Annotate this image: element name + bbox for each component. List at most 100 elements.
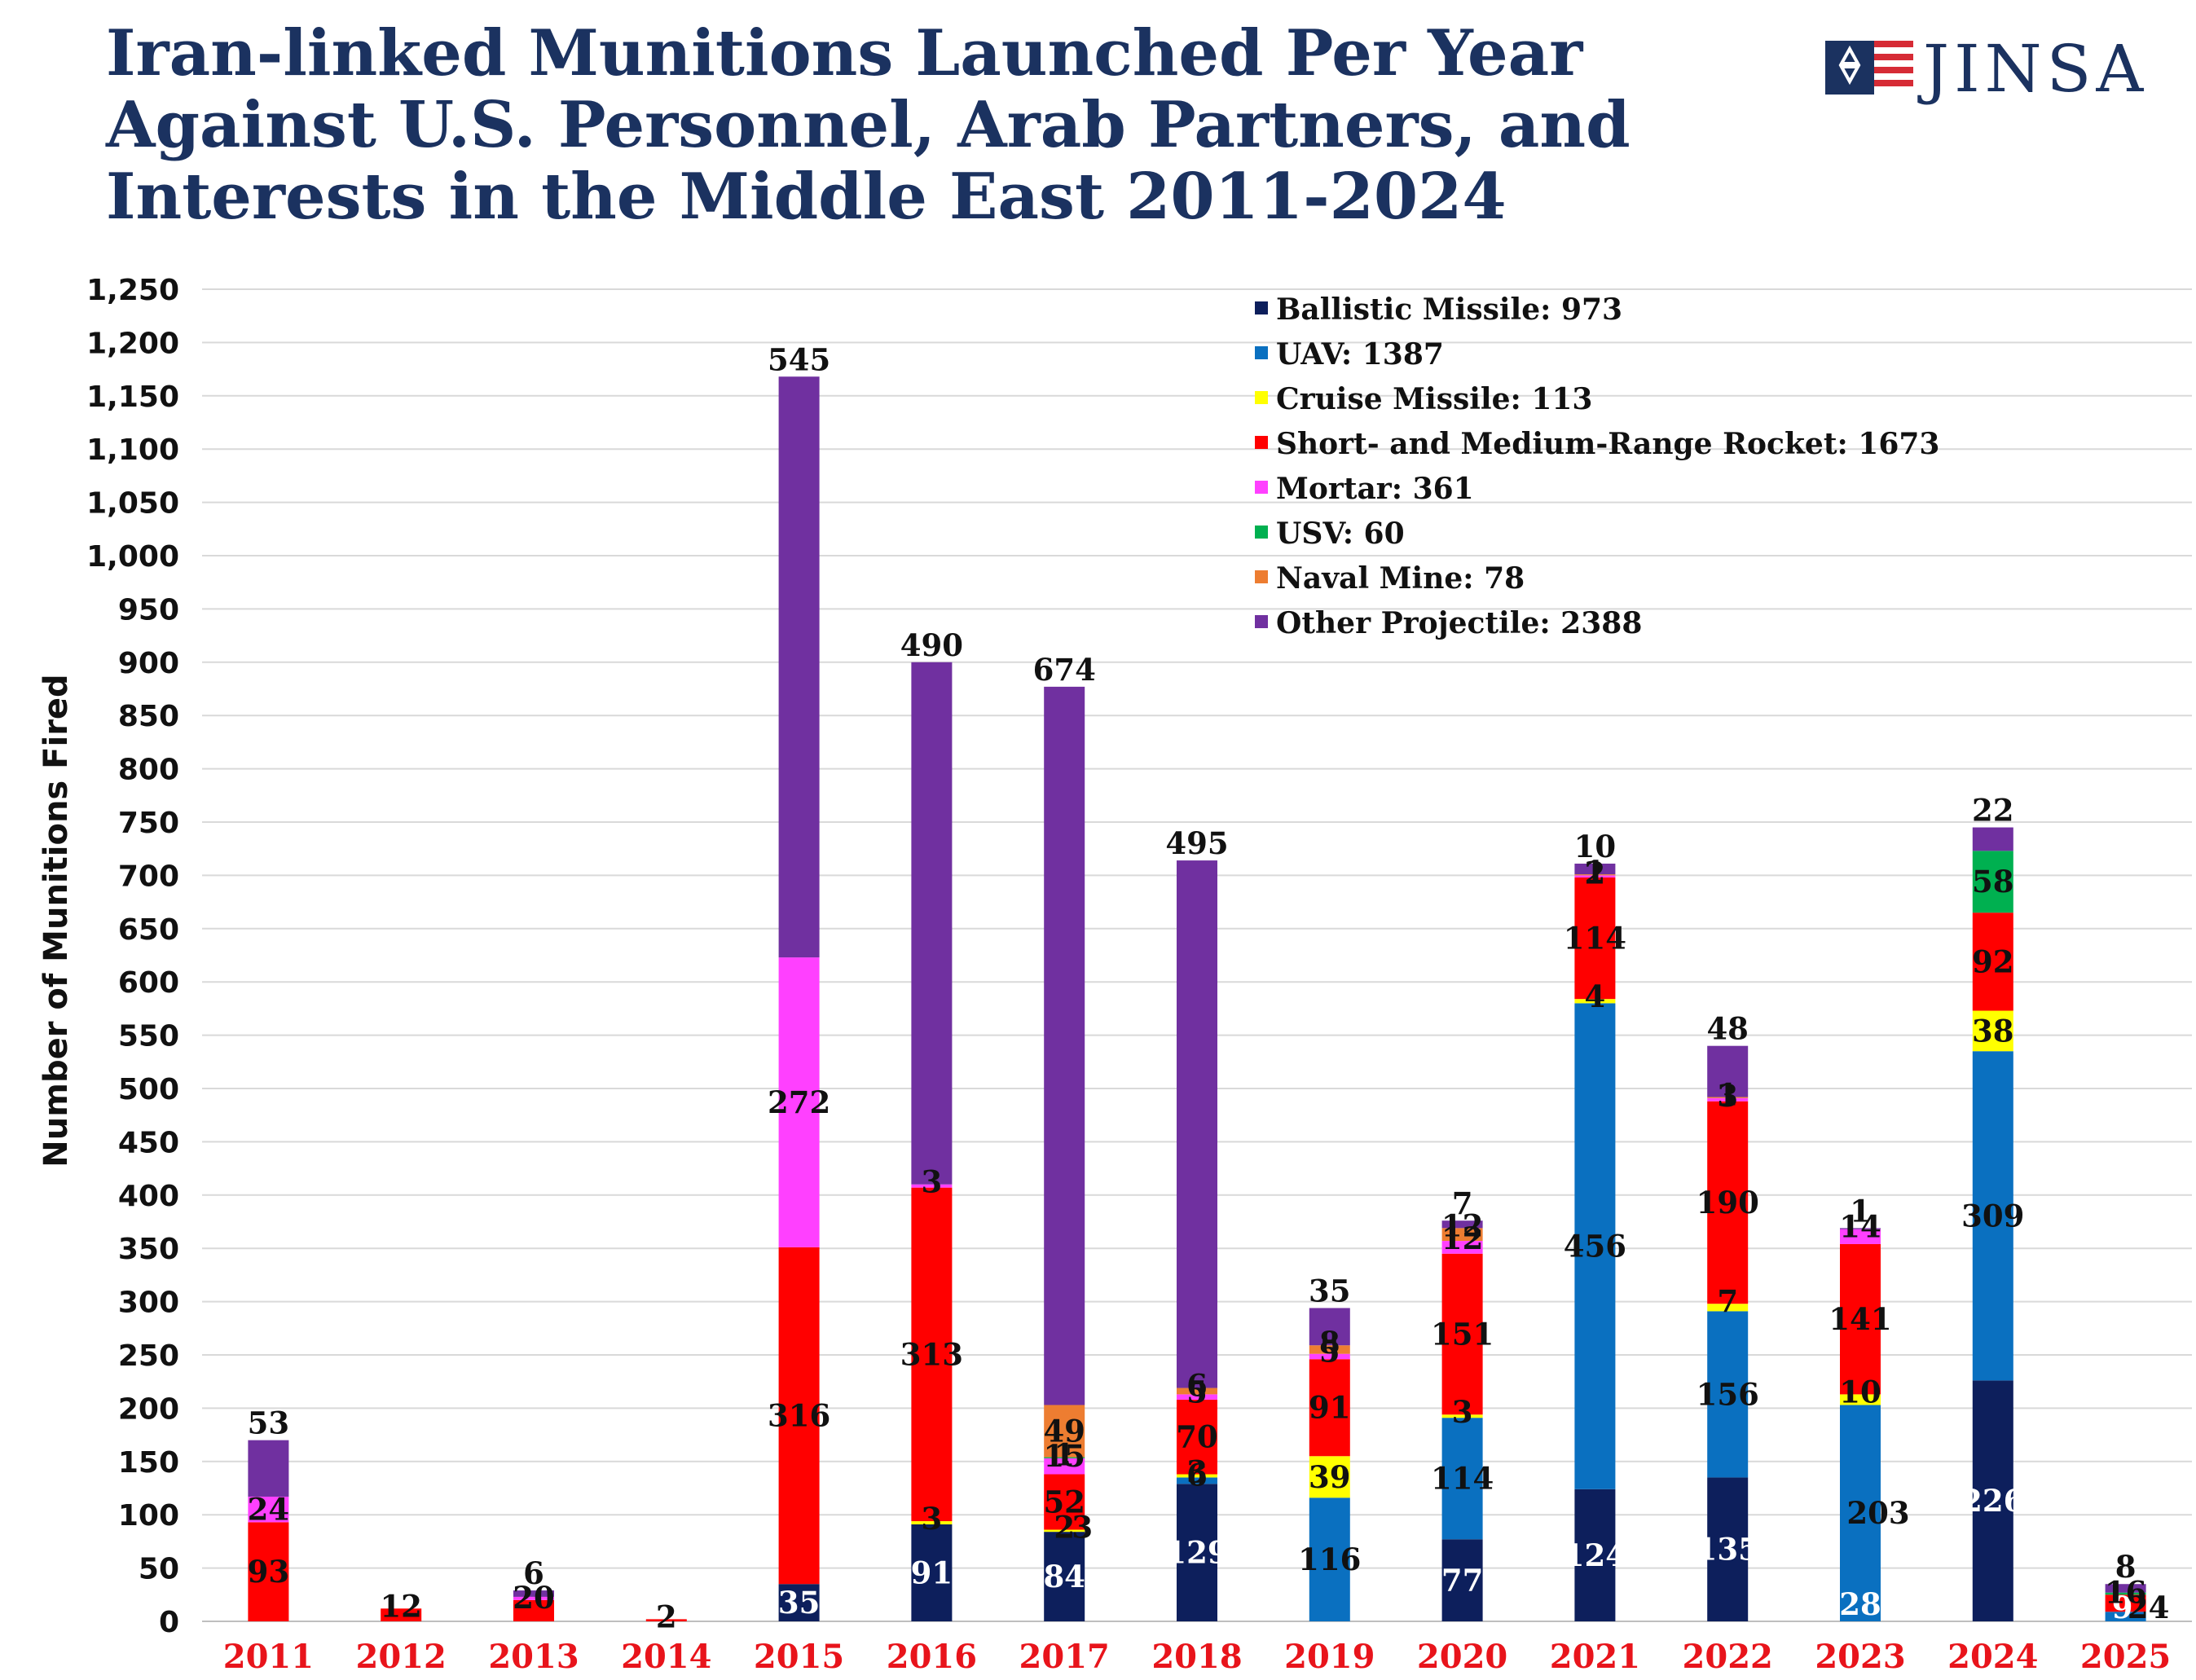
bar-segment (1044, 1405, 1085, 1458)
data-label: 1 (1054, 1437, 1075, 1473)
x-tick-label: 2012 (356, 1638, 447, 1676)
bar-segment (1441, 1253, 1483, 1415)
bar-segment (2105, 1594, 2146, 1612)
data-label: 116 (1298, 1541, 1361, 1577)
legend-entry: UAV: 1387 (1276, 337, 1444, 372)
data-label: 22 (1972, 793, 2014, 829)
data-label: 7 (1452, 1185, 1473, 1221)
bar-segment (1972, 1051, 2013, 1381)
data-label: 2 (1585, 855, 1606, 891)
data-label: 2 (1054, 1510, 1075, 1546)
y-tick-label: 750 (118, 807, 179, 840)
data-label: 48 (1706, 1011, 1749, 1047)
y-tick-label: 100 (118, 1499, 179, 1533)
data-label: 495 (1165, 825, 1228, 861)
data-label: 1 (1850, 1193, 1871, 1229)
bar-segment (1177, 1388, 1217, 1395)
bar-segment (1972, 827, 2013, 851)
bar-segment (1309, 1456, 1350, 1498)
data-label: 10 (1839, 1374, 1881, 1410)
y-tick-label: 700 (118, 860, 179, 893)
data-label: 151 (1431, 1316, 1494, 1352)
data-label: 141 (1829, 1301, 1891, 1337)
data-label: 226 (1961, 1483, 2024, 1519)
bar-segment (778, 957, 820, 1247)
data-label: 84 (1043, 1559, 1085, 1594)
data-label: 8 (1319, 1325, 1340, 1361)
bar-segment (778, 1247, 820, 1585)
legend-entry: Other Projectile: 2388 (1276, 606, 1642, 640)
y-tick-label: 650 (118, 913, 179, 947)
jinsa-logo: JINSA (1825, 33, 2143, 106)
data-label: 8 (2115, 1549, 2137, 1585)
data-label: 156 (1697, 1376, 1759, 1412)
bar-segment (1574, 1489, 1616, 1621)
x-tick-label: 2015 (754, 1638, 844, 1676)
x-tick-label: 2013 (488, 1638, 579, 1676)
data-label: 4 (1585, 979, 1606, 1014)
data-label: 203 (1846, 1495, 1909, 1531)
data-label: 20 (513, 1580, 555, 1616)
bar-segment (2105, 1584, 2146, 1593)
legend-swatch (1255, 481, 1268, 494)
bar-segment (1972, 1380, 2013, 1621)
data-label: 15 (1043, 1438, 1085, 1474)
data-label: 490 (900, 627, 963, 663)
y-tick-label: 150 (118, 1446, 179, 1480)
y-tick-label: 450 (118, 1126, 179, 1159)
bar-segment (1574, 1003, 1616, 1489)
bar-segment (2105, 1592, 2146, 1595)
y-tick-label: 1,200 (86, 327, 179, 360)
data-label: 12 (380, 1588, 422, 1624)
data-label: 5 (1186, 1374, 1208, 1410)
x-tick-label: 2016 (887, 1638, 977, 1676)
bar-segment (1707, 1304, 1749, 1312)
bar-segment (513, 1596, 554, 1600)
bar-segment (778, 376, 820, 958)
data-label: 2 (656, 1599, 677, 1634)
bar-segment (911, 1521, 953, 1524)
chart-title: Iran-linked Munitions Launched Per Year … (106, 18, 1654, 233)
bar-segment (1707, 1477, 1749, 1621)
bar-segment (1840, 1394, 1881, 1405)
x-tick-label: 2023 (1815, 1638, 1905, 1676)
bar-segment (1840, 1229, 1881, 1244)
bar-segment (1441, 1220, 1483, 1229)
bar-segment (1707, 1101, 1749, 1304)
title-line: Interests in the Middle East 2011-2024 (106, 160, 1507, 234)
bar-segment (1441, 1241, 1483, 1254)
bar-segment (1044, 1532, 1085, 1621)
x-tick-label: 2021 (1550, 1638, 1640, 1676)
legend-swatch (1255, 570, 1268, 583)
data-label: 1 (1585, 854, 1606, 890)
bar-segment (911, 1184, 953, 1188)
bar-stacks (248, 376, 2146, 1621)
data-label: 6 (1186, 1457, 1208, 1493)
bar-segment (1309, 1353, 1350, 1360)
bar-segment (1441, 1539, 1483, 1621)
bar-segment (1574, 875, 1616, 878)
bar-segment (1574, 874, 1616, 876)
bar-segment (2105, 1612, 2146, 1621)
y-tick-label: 1,050 (86, 487, 179, 521)
data-label: 53 (248, 1405, 290, 1441)
data-label: 35 (1309, 1273, 1351, 1308)
data-label: 49 (1043, 1414, 1085, 1449)
data-label: 77 (1441, 1563, 1484, 1599)
flag-star-icon (1825, 41, 1913, 95)
data-label: 39 (1309, 1459, 1351, 1495)
bar-segment (1309, 1345, 1350, 1354)
bar-segment (1840, 1228, 1881, 1229)
x-tick-label: 2020 (1417, 1638, 1507, 1676)
legend-entry: Mortar: 361 (1276, 472, 1474, 506)
data-label: 3 (1072, 1510, 1093, 1546)
bar-segment (1044, 686, 1085, 1405)
y-tick-label: 50 (139, 1553, 179, 1586)
data-label: 24 (2128, 1590, 2170, 1625)
y-tick-label: 550 (118, 1020, 179, 1053)
bar-segment (1707, 1311, 1749, 1478)
legend-entry: USV: 60 (1276, 517, 1405, 551)
logo-wordmark: JINSA (1923, 31, 2149, 107)
bar-segment (1441, 1228, 1483, 1242)
